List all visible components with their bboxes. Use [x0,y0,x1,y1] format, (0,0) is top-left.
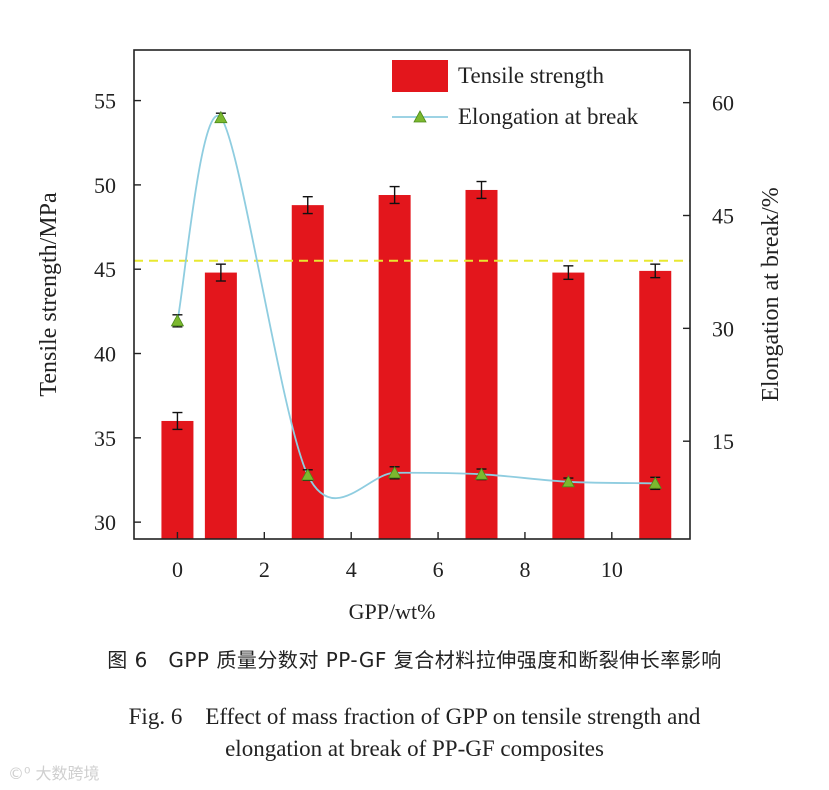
x-tick-label: 8 [519,557,530,582]
marker-elongation-triangle [214,110,228,124]
bar-tensile-strength [639,270,672,539]
y-right-axis-label: Elongation at break/% [758,187,784,402]
marker-elongation-triangle [301,468,315,481]
y-right-tick-label: 30 [712,316,734,341]
y-left-tick-label: 30 [94,510,116,535]
x-tick-label: 0 [172,557,183,582]
bar-tensile-strength [204,272,237,539]
line-elongation-at-break [176,114,656,500]
chart: 0 2 4 6 8 10 GPP/wt% 30 35 40 45 50 55 Tensile streng… [36,49,784,624]
bar-tensile-strength [378,195,411,539]
y-right-tick-label: 45 [712,204,734,229]
watermark-text: 大数跨境 [35,764,100,783]
y-right-tick-label: 60 [712,91,734,116]
legend-marker-elongation [413,110,427,123]
marker-elongation-triangle [387,465,402,479]
x-tick-label: 4 [346,557,357,582]
legend-swatch-tensile [392,60,448,92]
bar-tensile-strength [161,420,194,539]
marker-elongation-triangle [648,476,662,489]
legend-label-tensile: Tensile strength [458,63,604,88]
figure-caption-chinese: 图 6 GPP 质量分数对 PP-GF 复合材料拉伸强度和断裂伸长率影响 [107,648,722,672]
x-tick-label: 6 [433,557,444,582]
y-right-tick-label: 15 [712,429,734,454]
y-left-axis-label: Tensile strength/MPa [36,192,62,397]
marker-elongation-triangle [561,474,576,488]
marker-elongation-triangle [170,313,185,327]
figure-caption-english-line1: Fig. 6 Effect of mass fraction of GPP on… [128,704,701,729]
legend-label-elongation: Elongation at break [458,104,639,129]
x-axis-label: GPP/wt% [349,599,436,624]
bar-tensile-strength [291,205,324,539]
x-tick-label: 10 [601,557,623,582]
plot-frame [133,49,691,540]
figure-caption-english-line2: elongation at break of PP-GF composites [225,736,604,761]
y-left-tick-label: 40 [94,342,116,367]
x-tick-label: 2 [259,557,270,582]
y-left-tick-label: 50 [94,173,116,198]
y-left-tick-label: 55 [94,89,116,114]
bar-tensile-strength [465,189,498,539]
y-left-tick-label: 35 [94,426,116,451]
watermark-logo: ©⁰ 大数跨境 [8,764,100,783]
bar-tensile-strength [552,272,585,539]
marker-elongation-triangle [474,467,489,480]
y-left-tick-label: 45 [94,257,116,282]
